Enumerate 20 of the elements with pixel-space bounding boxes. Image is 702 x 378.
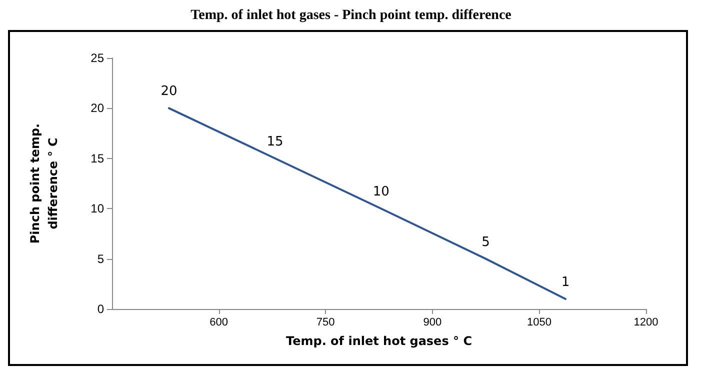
- y-tick-label: 20: [90, 101, 104, 116]
- data-label: 15: [266, 134, 284, 150]
- y-tick-label: 5: [97, 252, 104, 266]
- x-tick-label: 750: [316, 316, 335, 328]
- x-tick-label: 600: [210, 316, 228, 328]
- data-label: 10: [372, 184, 390, 200]
- data-label: 1: [561, 274, 570, 290]
- y-axis-title: Pinch point temp. difference ° C: [28, 123, 60, 244]
- data-label: 20: [160, 84, 178, 100]
- x-axis-title: Temp. of inlet hot gases ° C: [286, 334, 472, 348]
- data-label: 5: [482, 234, 490, 250]
- y-tick-label: 25: [90, 51, 104, 65]
- x-tick-label: 900: [423, 316, 442, 328]
- chart-title: Temp. of inlet hot gases - Pinch point temp. difference: [190, 8, 512, 25]
- x-tick-label: 1200: [634, 316, 658, 328]
- line-series: [168, 107, 567, 300]
- y-tick-label: 15: [90, 151, 104, 166]
- x-tick-label: 1050: [526, 316, 552, 328]
- y-tick-label: 10: [90, 202, 104, 216]
- y-tick-label: 0: [97, 302, 104, 316]
